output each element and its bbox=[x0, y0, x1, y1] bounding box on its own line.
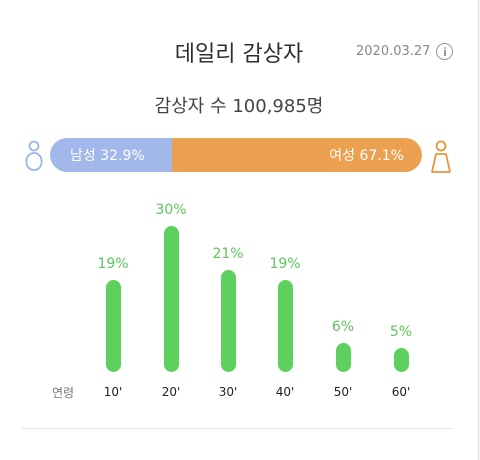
age-tick-label: 40' bbox=[275, 385, 295, 399]
age-bar-2 bbox=[220, 269, 236, 372]
info-icon[interactable] bbox=[436, 43, 453, 60]
divider bbox=[22, 428, 452, 429]
male-label: 남성 32.9% bbox=[70, 148, 145, 164]
age-value-label: 6% bbox=[331, 318, 355, 335]
age-tick-label: 20' bbox=[161, 385, 181, 399]
page-title: 데일리 감상자 bbox=[174, 42, 304, 67]
age-tick-label: 30' bbox=[218, 385, 238, 399]
age-axis-label: 연령 bbox=[52, 386, 75, 400]
gender-ratio-bar: 남성 32.9% 여성 67.1% bbox=[50, 138, 422, 172]
age-value-label: 21% bbox=[212, 245, 244, 262]
date-label: 2020.03.27 bbox=[356, 44, 431, 59]
female-label: 여성 67.1% bbox=[329, 148, 404, 164]
age-tick-label: 60' bbox=[391, 385, 411, 399]
age-value-label: 5% bbox=[389, 323, 413, 340]
age-bar-4 bbox=[335, 342, 351, 372]
age-bar-3 bbox=[277, 279, 293, 372]
age-tick-label: 50' bbox=[333, 385, 353, 399]
male-segment: 남성 32.9% bbox=[50, 138, 173, 172]
viewer-count: 감상자 수 100,985명 bbox=[154, 96, 324, 117]
age-value-label: 19% bbox=[97, 255, 129, 272]
age-value-label: 19% bbox=[269, 255, 301, 272]
male-person-icon bbox=[25, 140, 43, 171]
age-tick-label: 10' bbox=[103, 385, 123, 399]
age-bar-5 bbox=[393, 347, 409, 372]
age-bar-0 bbox=[105, 279, 121, 372]
female-person-icon bbox=[431, 140, 451, 173]
female-segment: 여성 67.1% bbox=[172, 138, 422, 172]
age-value-label: 30% bbox=[155, 202, 187, 218]
age-bar-1 bbox=[163, 226, 179, 372]
